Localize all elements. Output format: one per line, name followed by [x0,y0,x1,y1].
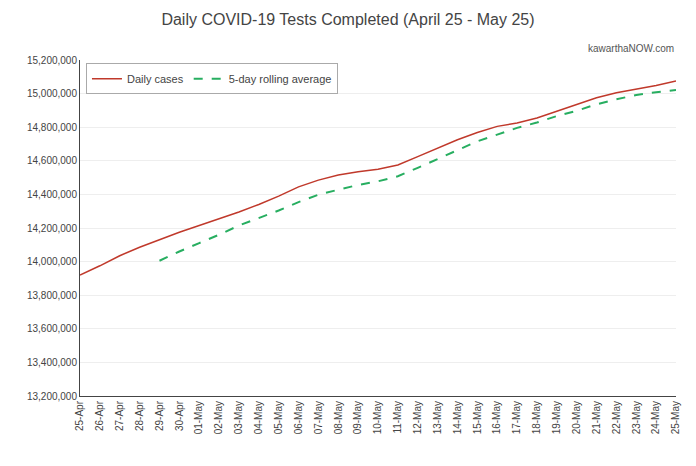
svg-text:Daily COVID-19 Tests Completed: Daily COVID-19 Tests Completed (April 25… [161,11,534,28]
svg-text:02-May: 02-May [213,401,224,434]
svg-text:06-May: 06-May [293,401,304,434]
svg-text:15-May: 15-May [472,401,483,434]
svg-text:13,200,000: 13,200,000 [27,391,77,402]
svg-text:01-May: 01-May [193,401,204,434]
svg-text:25-Apr: 25-Apr [74,400,85,431]
svg-text:14,400,000: 14,400,000 [27,189,77,200]
svg-text:29-Apr: 29-Apr [154,400,165,431]
svg-text:28-Apr: 28-Apr [134,400,145,431]
svg-text:13-May: 13-May [432,401,443,434]
svg-text:13,400,000: 13,400,000 [27,357,77,368]
svg-text:17-May: 17-May [511,401,522,434]
svg-text:07-May: 07-May [313,401,324,434]
svg-text:15,200,000: 15,200,000 [27,55,77,66]
svg-text:19-May: 19-May [551,401,562,434]
svg-text:14,000,000: 14,000,000 [27,256,77,267]
svg-text:14,600,000: 14,600,000 [27,155,77,166]
svg-text:5-day rolling average: 5-day rolling average [229,73,332,85]
svg-text:24-May: 24-May [650,401,661,434]
svg-text:15,000,000: 15,000,000 [27,88,77,99]
svg-text:21-May: 21-May [591,401,602,434]
svg-text:14,200,000: 14,200,000 [27,223,77,234]
svg-text:30-Apr: 30-Apr [174,400,185,431]
svg-text:14,800,000: 14,800,000 [27,122,77,133]
svg-text:13,600,000: 13,600,000 [27,323,77,334]
svg-text:16-May: 16-May [491,401,502,434]
svg-text:26-Apr: 26-Apr [94,400,105,431]
svg-text:10-May: 10-May [372,401,383,434]
svg-text:20-May: 20-May [571,401,582,434]
svg-text:09-May: 09-May [352,401,363,434]
svg-text:14-May: 14-May [452,401,463,434]
svg-text:18-May: 18-May [531,401,542,434]
svg-text:03-May: 03-May [233,401,244,434]
svg-text:11-May: 11-May [392,401,403,434]
svg-text:kawarthaNOW.com: kawarthaNOW.com [588,43,674,54]
svg-text:04-May: 04-May [253,401,264,434]
svg-text:25-May: 25-May [670,401,681,434]
svg-text:08-May: 08-May [333,401,344,434]
svg-text:05-May: 05-May [273,401,284,434]
svg-text:12-May: 12-May [412,401,423,434]
svg-text:22-May: 22-May [611,401,622,434]
svg-text:27-Apr: 27-Apr [114,400,125,431]
svg-text:13,800,000: 13,800,000 [27,290,77,301]
svg-text:Daily cases: Daily cases [127,73,184,85]
svg-text:23-May: 23-May [631,401,642,434]
